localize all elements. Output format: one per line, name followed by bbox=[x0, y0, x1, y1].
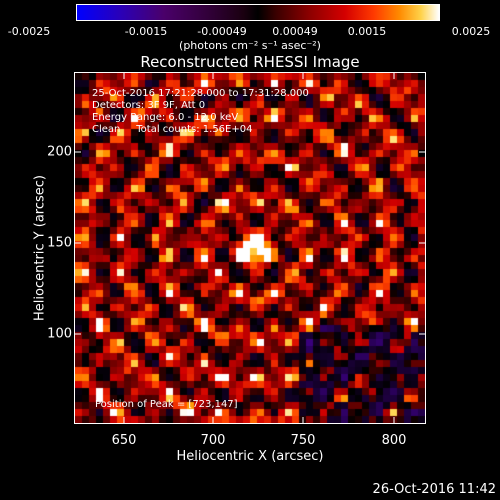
colorbar-tick: 0.0025 bbox=[451, 25, 491, 38]
plot-frame bbox=[74, 72, 426, 424]
overlay-peak: Position of Peak = [723,147] bbox=[95, 399, 238, 410]
colorbar-tick: -0.0025 bbox=[7, 25, 51, 38]
colorbar-tick: -0.00049 bbox=[197, 25, 247, 38]
heatmap-image bbox=[75, 73, 425, 423]
overlay-clean: Clean Total counts: 1.56E+04 bbox=[92, 124, 253, 135]
chart-title: Reconstructed RHESSI Image bbox=[140, 53, 360, 71]
y-tick-label: 150 bbox=[47, 235, 72, 251]
colorbar-unit-label: (photons cm⁻² s⁻¹ asec⁻²) bbox=[179, 39, 321, 52]
colorbar-tick: 0.00049 bbox=[272, 25, 318, 38]
x-tick-label: 700 bbox=[200, 433, 226, 448]
x-tick-label: 800 bbox=[381, 433, 407, 448]
footer-timestamp: 26-Oct-2016 11:42 bbox=[372, 482, 496, 497]
x-tick-label: 750 bbox=[290, 433, 316, 448]
x-axis-label: Heliocentric X (arcsec) bbox=[176, 449, 324, 464]
colorbar-tick: -0.0015 bbox=[124, 25, 168, 38]
y-tick-label: 100 bbox=[47, 326, 72, 342]
y-tick-label: 200 bbox=[47, 144, 72, 160]
overlay-detectors: Detectors: 3F 9F, Att 0 bbox=[92, 100, 206, 111]
overlay-time: 25-Oct-2016 17:21:28.000 to 17:31:28.000 bbox=[92, 88, 309, 99]
colorbar-tick: 0.0015 bbox=[347, 25, 387, 38]
x-tick-label: 650 bbox=[111, 433, 137, 448]
colorbar bbox=[76, 4, 440, 21]
overlay-energy: Energy Range: 6.0 - 12.0 keV bbox=[92, 112, 239, 123]
